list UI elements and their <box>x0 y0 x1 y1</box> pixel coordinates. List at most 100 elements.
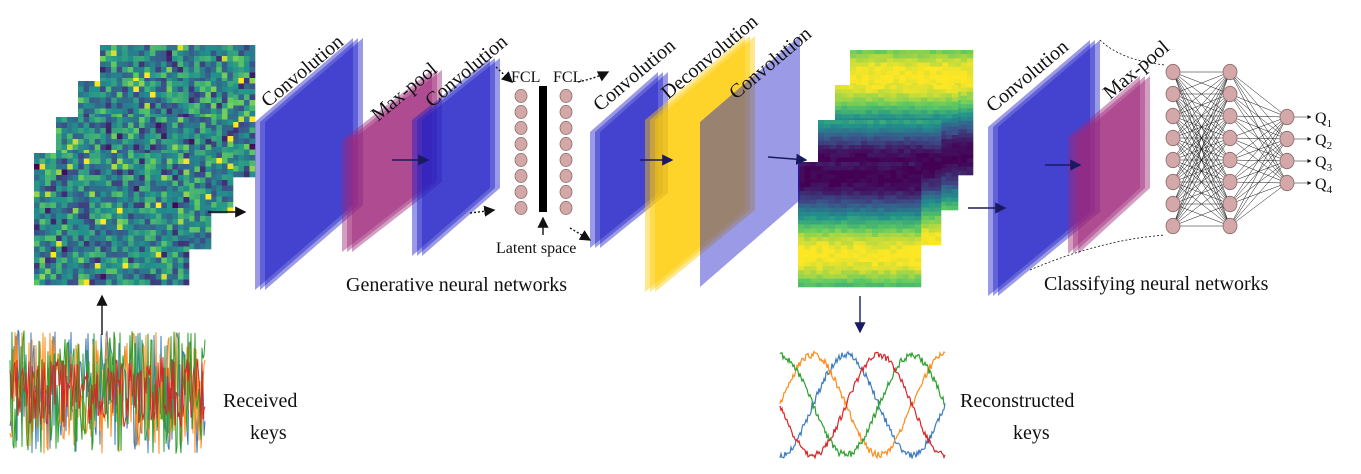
cell <box>945 160 953 165</box>
cell <box>50 158 57 165</box>
cell <box>94 164 101 170</box>
cell <box>816 170 823 175</box>
cell <box>127 108 134 115</box>
cell <box>117 158 123 165</box>
cell <box>850 58 857 63</box>
cell <box>841 114 848 119</box>
cell <box>127 128 134 134</box>
cell <box>227 196 234 203</box>
cell <box>72 241 79 247</box>
cell <box>166 56 173 62</box>
cell <box>914 220 922 225</box>
cell <box>893 58 900 63</box>
cell <box>928 236 936 242</box>
cell <box>210 114 217 120</box>
cell <box>867 157 874 162</box>
cell <box>828 232 836 238</box>
cell <box>45 213 51 220</box>
cell <box>221 152 228 159</box>
cell <box>884 182 891 188</box>
cell <box>227 141 234 148</box>
cell <box>144 50 151 57</box>
cell <box>122 208 129 214</box>
cell <box>862 79 869 84</box>
cell <box>873 149 880 154</box>
cell <box>166 164 173 170</box>
cell <box>122 186 129 192</box>
cell <box>89 186 96 192</box>
cell <box>951 118 959 123</box>
cell <box>56 144 62 151</box>
cell <box>188 221 195 228</box>
cell <box>942 62 949 67</box>
cell <box>879 128 886 133</box>
cell <box>877 195 885 200</box>
cell <box>111 175 118 181</box>
cell <box>810 178 817 184</box>
cell <box>138 56 145 62</box>
cell <box>951 114 959 119</box>
cell <box>177 133 184 140</box>
cell <box>122 175 129 181</box>
cell <box>155 268 162 275</box>
cell <box>83 164 90 170</box>
cell <box>39 279 46 286</box>
cell <box>908 85 916 90</box>
cell <box>150 235 157 242</box>
cell <box>100 150 107 156</box>
cell <box>221 72 228 79</box>
cell <box>934 161 942 167</box>
cell <box>139 252 146 258</box>
cell <box>183 257 190 264</box>
cell <box>890 195 897 200</box>
cell <box>78 263 85 269</box>
cell <box>856 62 863 67</box>
cell <box>933 93 940 98</box>
cell <box>934 186 942 192</box>
cell <box>828 224 836 229</box>
cell <box>205 67 212 73</box>
cell <box>111 257 118 264</box>
cell <box>117 257 123 264</box>
cell <box>83 122 90 129</box>
cell <box>810 212 817 217</box>
cell <box>859 199 866 204</box>
cell <box>884 174 891 179</box>
cell <box>865 237 873 242</box>
cell <box>951 135 959 140</box>
cell <box>890 162 897 167</box>
cell <box>847 241 854 246</box>
cell <box>939 114 946 119</box>
cell <box>945 85 953 90</box>
cell <box>205 243 212 250</box>
cell <box>948 62 955 67</box>
cell <box>83 139 90 145</box>
cell <box>227 185 234 192</box>
cell <box>133 169 140 176</box>
cell <box>177 186 184 192</box>
cell <box>798 199 805 204</box>
cell <box>922 203 929 208</box>
cell <box>249 78 256 84</box>
cell <box>67 197 74 203</box>
cell <box>853 228 860 234</box>
cell <box>138 81 145 87</box>
cell <box>133 191 140 198</box>
cell <box>853 110 860 115</box>
cell <box>249 72 256 79</box>
cell <box>100 169 107 176</box>
cell <box>177 117 184 123</box>
cell <box>205 150 212 156</box>
cell <box>873 157 880 162</box>
cell <box>133 133 140 140</box>
cell <box>867 120 874 125</box>
cell <box>221 119 228 126</box>
cell <box>128 219 134 225</box>
cell <box>177 279 184 286</box>
cell <box>828 187 836 192</box>
cell <box>899 54 906 59</box>
cell <box>221 78 228 84</box>
cell <box>871 257 879 263</box>
cell <box>34 208 40 214</box>
cell <box>868 66 875 72</box>
